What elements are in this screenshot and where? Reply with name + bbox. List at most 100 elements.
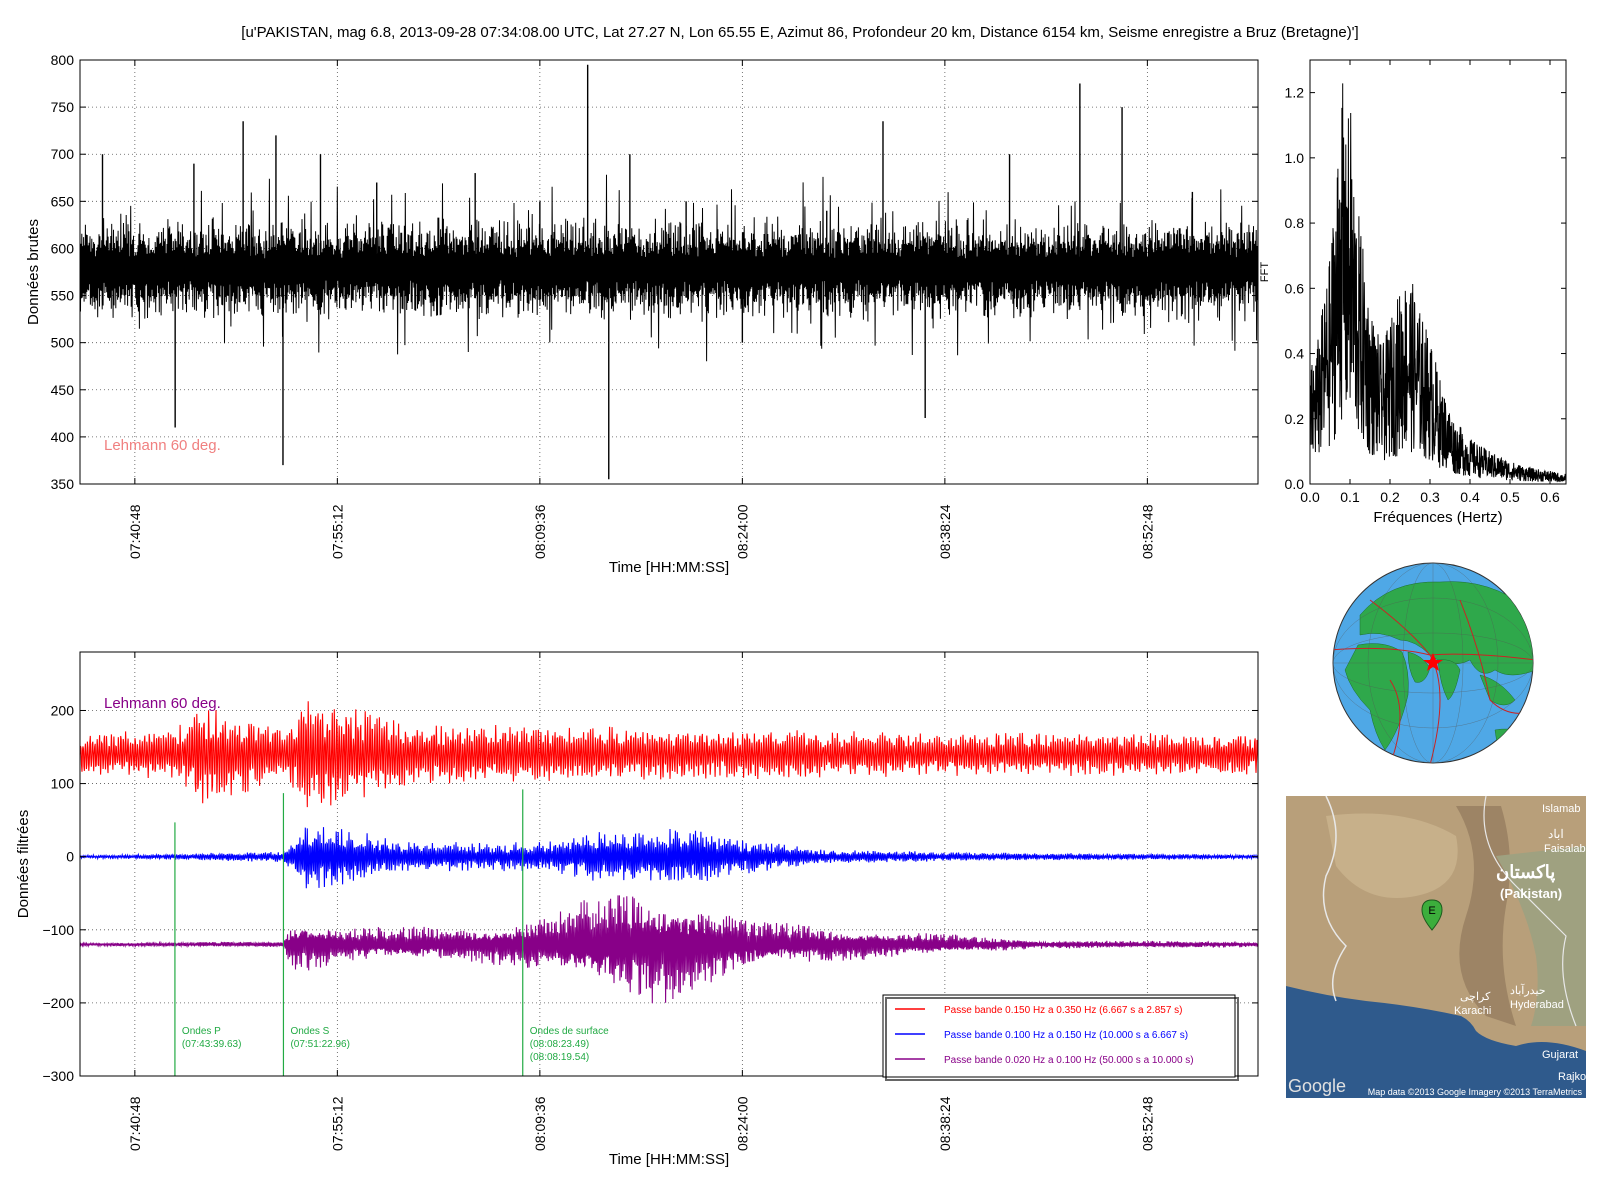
- y-tick-label: 0.4: [1285, 346, 1305, 362]
- map-terrain-plateau: [1326, 813, 1458, 898]
- epicenter-star-icon: [1423, 653, 1443, 671]
- x-tick-label: 07:55:12: [329, 504, 345, 559]
- map-label-urdu: اباد: [1548, 827, 1564, 841]
- spectrum-frame: [1309, 59, 1567, 485]
- y-tick-label: 0.2: [1285, 411, 1305, 427]
- legend: Passe bande 0.150 Hz a 0.350 Hz (6.667 s…: [882, 994, 1239, 1081]
- x-tick-label: 08:38:24: [937, 504, 953, 559]
- map-label-gujarat: Gujarat: [1542, 1049, 1578, 1061]
- map-marker-icon[interactable]: E: [1421, 899, 1443, 931]
- filtered-y-ticks: −300 −200 −100 0 100 200: [42, 702, 1258, 1084]
- filtered-plot: [79, 701, 1259, 1004]
- globe-land-eurasia: [1359, 581, 1533, 676]
- y-tick-label: 600: [51, 240, 75, 256]
- raw-xlabel: Time [HH:MM:SS]: [609, 559, 729, 576]
- raw-x-ticks: 07:40:48 07:55:12 08:09:36 08:24:00 08:38:24…: [127, 60, 1155, 559]
- fft-side-label: FFT: [1259, 262, 1271, 282]
- map-attribution: Map data ©2013 Google Imagery ©2013 Terr…: [1368, 1087, 1583, 1097]
- phase-time: (07:43:39.63): [182, 1039, 242, 1050]
- x-tick-label: 08:52:48: [1139, 504, 1155, 559]
- map-label-hyderabad-urdu: حیدرآباد: [1510, 984, 1546, 997]
- spectrum-panel: 0.0 0.2 0.4 0.6 0.8 1.0 1.2 0.0 0.1 0.2 0.3 0.4 0.5…: [1285, 59, 1567, 526]
- map-label-pakistan: (Pakistan): [1500, 886, 1562, 901]
- raw-y-ticks: 350 400 450 500 550 600 650 700 750 800: [51, 52, 1258, 492]
- x-tick-label: 0.4: [1460, 489, 1480, 505]
- map-label-hyderabad: Hyderabad: [1510, 999, 1564, 1011]
- y-tick-label: 0.8: [1285, 215, 1305, 231]
- x-tick-label: 08:38:24: [937, 1096, 953, 1151]
- map-label-karachi: Karachi: [1454, 1005, 1491, 1017]
- map-sea: [1286, 986, 1586, 1098]
- x-tick-label: 0.6: [1540, 489, 1560, 505]
- y-tick-label: 650: [51, 193, 75, 209]
- epicenter-globe: [1332, 562, 1534, 764]
- y-tick-label: 100: [51, 776, 75, 792]
- globe-land-india: [1437, 659, 1461, 701]
- google-logo: Google: [1288, 1076, 1346, 1096]
- y-tick-label: 1.2: [1285, 85, 1305, 101]
- globe-land-africa: [1344, 643, 1409, 751]
- x-tick-label: 07:55:12: [329, 1096, 345, 1151]
- spectrum-plot: [1309, 83, 1567, 483]
- filtered-xlabel: Time [HH:MM:SS]: [609, 1151, 729, 1168]
- x-tick-label: 0.1: [1340, 489, 1360, 505]
- phase-time: (08:08:23.49): [530, 1039, 590, 1050]
- y-tick-label: 450: [51, 382, 75, 398]
- y-tick-label: 500: [51, 335, 75, 351]
- legend-entry: Passe bande 0.150 Hz a 0.350 Hz (6.667 s…: [944, 1005, 1183, 1016]
- x-tick-label: 07:40:48: [127, 504, 143, 559]
- x-tick-label: 07:40:48: [127, 1096, 143, 1151]
- globe-land-arabia: [1407, 651, 1431, 683]
- spectrum-y-ticks: 0.0 0.2 0.4 0.6 0.8 1.0 1.2: [1285, 85, 1566, 492]
- filtered-panel: Ondes P (07:43:39.63) Ondes S (07:51:22.96)…: [15, 651, 1259, 1168]
- x-tick-label: 0.3: [1420, 489, 1440, 505]
- y-tick-label: 0.6: [1285, 280, 1305, 296]
- x-tick-label: 0.2: [1380, 489, 1400, 505]
- x-tick-label: 0.5: [1500, 489, 1520, 505]
- y-tick-label: 700: [51, 146, 75, 162]
- map-border: [1483, 796, 1577, 1027]
- x-tick-label: 08:24:00: [734, 504, 750, 559]
- spectrum-series-line: [1309, 83, 1567, 483]
- phase-label: Ondes de surface: [530, 1026, 609, 1037]
- map-label-pakistan-urdu: پاکستان: [1496, 862, 1555, 883]
- phase-time: (08:08:19.54): [530, 1052, 590, 1063]
- map-label-karachi-urdu: کراچی: [1460, 991, 1491, 1003]
- globe-plate-boundaries: [1333, 599, 1533, 763]
- map-border: [1322, 796, 1347, 1002]
- y-tick-label: 800: [51, 52, 75, 68]
- phase-label: Ondes S: [290, 1026, 329, 1037]
- x-tick-label: 08:24:00: [734, 1096, 750, 1151]
- filtered-frame: [79, 651, 1259, 1077]
- y-tick-label: −300: [42, 1068, 74, 1084]
- spectrum-x-ticks: 0.0 0.1 0.2 0.3 0.4 0.5 0.6: [1300, 60, 1560, 505]
- x-tick-label: 08:52:48: [1139, 1096, 1155, 1151]
- map-label-rajkot: Rajko: [1558, 1071, 1586, 1083]
- x-tick-label: 08:09:36: [532, 1096, 548, 1151]
- raw-plot: [79, 64, 1259, 480]
- legend-entry: Passe bande 0.100 Hz a 0.150 Hz (10.000 …: [944, 1030, 1188, 1041]
- phase-label: Ondes P: [182, 1026, 221, 1037]
- legend-entry: Passe bande 0.020 Hz a 0.100 Hz (50.000 …: [944, 1055, 1194, 1066]
- phase-markers: Ondes P (07:43:39.63) Ondes S (07:51:22.96)…: [174, 789, 609, 1076]
- map-marker-label: E: [1428, 905, 1435, 917]
- filtered-series-line: [79, 827, 1259, 889]
- satellite-map: Islamab اباد Faisalab پاکستان (Pakistan)…: [1286, 796, 1586, 1098]
- y-tick-label: 400: [51, 429, 75, 445]
- x-tick-label: 0.0: [1300, 489, 1320, 505]
- raw-ylabel: Données brutes: [25, 219, 42, 325]
- filtered-series-line: [79, 701, 1259, 808]
- raw-frame: [79, 59, 1259, 485]
- y-tick-label: 350: [51, 476, 75, 492]
- map-label-faisalabad: Faisalab: [1544, 843, 1586, 855]
- y-tick-label: 0: [66, 849, 74, 865]
- figure-title: [u'PAKISTAN, mag 6.8, 2013-09-28 07:34:0…: [241, 24, 1358, 41]
- y-tick-label: 200: [51, 702, 75, 718]
- y-tick-label: 550: [51, 288, 75, 304]
- map-label-islamabad: Islamab: [1542, 803, 1581, 815]
- filtered-annotation: Lehmann 60 deg.: [104, 695, 221, 712]
- y-tick-label: −100: [42, 922, 74, 938]
- x-tick-label: 08:09:36: [532, 504, 548, 559]
